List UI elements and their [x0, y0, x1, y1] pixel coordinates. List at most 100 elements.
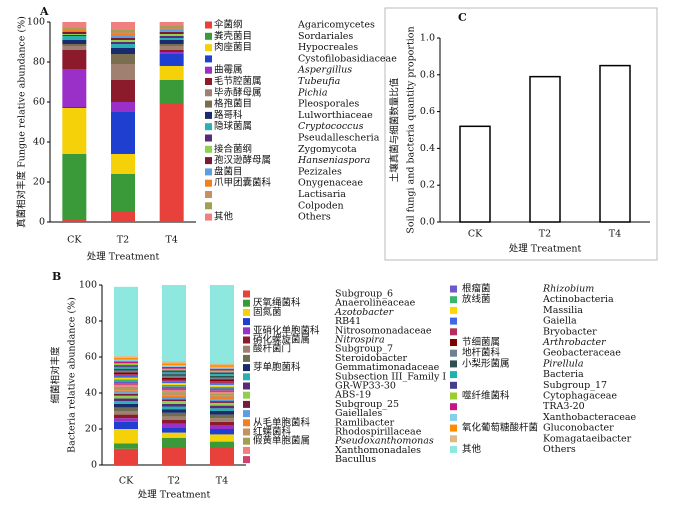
bar-segment	[210, 405, 234, 409]
bar-segment	[111, 102, 135, 112]
legend-label-zh: 爪甲团囊菌科	[214, 177, 272, 189]
legend-swatch	[450, 413, 457, 421]
y-tick-label: 0.8	[420, 69, 435, 80]
legend-label-zh: 亚硝化单胞菌科	[253, 324, 320, 336]
bar-segment	[210, 399, 234, 402]
legend-swatch	[205, 145, 212, 153]
legend-label-zh: 格孢菌目	[214, 98, 252, 110]
legend-swatch	[243, 327, 250, 335]
bar-segment	[162, 361, 186, 364]
legend-label-zh: 盘菌目	[214, 165, 243, 177]
legend-label: Actinobacteria	[542, 294, 614, 305]
bar-segment	[210, 377, 234, 380]
bar-segment	[162, 392, 186, 394]
legend-label: RB41	[335, 316, 361, 327]
y-tick-label: 0.4	[420, 143, 435, 154]
bar-segment	[210, 386, 234, 389]
bar-segment	[210, 414, 234, 419]
legend-label: Cytophagaceae	[543, 391, 617, 402]
bar-segment	[114, 390, 138, 393]
bar-segment	[111, 112, 135, 154]
bar-segment	[162, 432, 186, 438]
bar-segment	[210, 368, 234, 371]
bar-segment	[114, 372, 138, 375]
legend-swatch	[243, 299, 250, 307]
legend-label-zh: 隐球菌属	[214, 120, 252, 132]
bar-segment	[162, 386, 186, 389]
legend-swatch	[243, 428, 250, 436]
legend-label: Lulworthiaceae	[298, 110, 373, 121]
legend-label-zh: 红螺菌科	[253, 426, 292, 438]
x-tick-label: T2	[117, 235, 129, 246]
legend-swatch	[205, 44, 212, 52]
legend-label: Rhodospirillaceae	[335, 427, 422, 438]
bar-segment	[62, 154, 87, 220]
bar-segment	[210, 375, 234, 378]
legend-swatch	[205, 179, 212, 187]
legend-label: Massilia	[543, 305, 583, 316]
legend-label-zh: 根瘤菌	[462, 283, 491, 295]
bar-segment	[159, 34, 184, 36]
legend-swatch	[205, 134, 212, 142]
legend-swatch	[243, 437, 250, 445]
legend-label: Colpoden	[298, 200, 344, 211]
bar-segment	[114, 384, 138, 387]
legend-label: Lactisaria	[298, 189, 346, 200]
legend-label: Cystofilobasidiaceae	[298, 53, 397, 64]
bar-segment	[162, 381, 186, 384]
bar-segment	[210, 402, 234, 406]
legend-swatch	[450, 317, 457, 325]
bar-segment	[111, 36, 135, 38]
legend-swatch	[205, 89, 212, 97]
bar-segment	[210, 285, 234, 364]
bar-segment	[210, 370, 234, 373]
bar-segment	[114, 429, 138, 444]
legend-label: Pseudallescheria	[298, 133, 380, 144]
bar-segment	[159, 40, 184, 44]
legend-label: Pirellula	[542, 358, 584, 369]
legend-swatch	[205, 66, 212, 74]
legend-label-zh: 厌氧绳菌科	[253, 297, 301, 309]
bar-segment	[114, 383, 138, 385]
legend-swatch	[205, 111, 212, 119]
bar-segment	[114, 286, 138, 357]
bar-segment	[210, 372, 234, 375]
y-tick-label: 40	[33, 137, 45, 148]
legend-label: Ramlibacter	[335, 417, 395, 428]
bar-segment	[159, 80, 184, 104]
legend-label-zh: 曲霉属	[214, 65, 243, 76]
legend-label: Gluconobacter	[543, 423, 614, 434]
legend-label: Onygenaceae	[298, 178, 363, 189]
y-tick-label: 0.2	[420, 180, 435, 191]
legend-label: Pleosporales	[298, 99, 359, 110]
bar-segment	[114, 407, 138, 411]
legend-label-zh: 小梨形菌属	[462, 357, 510, 369]
legend-label: Xanthobacteraceae	[543, 412, 637, 423]
bar-segment	[162, 374, 186, 376]
bar-segment	[62, 108, 87, 154]
bar-segment	[114, 374, 138, 376]
bar	[599, 64, 631, 223]
bar-segment	[210, 408, 234, 411]
bar-segment	[62, 44, 87, 46]
bar-segment	[114, 365, 138, 367]
bar-segment	[111, 64, 135, 80]
bar-segment	[114, 357, 138, 360]
y-tick-label: 40	[85, 388, 97, 399]
bar-segment	[210, 379, 234, 382]
legend-swatch	[243, 318, 250, 326]
y-tick-label: 80	[85, 316, 97, 327]
legend-label: Zygomycota	[298, 144, 357, 155]
y-tick-label: 20	[33, 177, 45, 188]
x-tick-label: CK	[67, 235, 82, 246]
legend-swatch	[450, 381, 457, 389]
y-axis-title: 真菌相对丰度 Fungue relative abundance (%)	[16, 16, 28, 228]
legend-label-zh: 硝化螺旋菌属	[253, 334, 310, 346]
bar-segment	[62, 22, 87, 28]
legend-label-zh: 固氮菌	[253, 306, 282, 318]
bar-segment	[210, 401, 234, 403]
legend-label: Tubeufia	[298, 76, 341, 87]
legend-label: Geobacteraceae	[543, 348, 621, 359]
bar-segment	[162, 384, 186, 387]
legend-swatch	[243, 290, 250, 298]
